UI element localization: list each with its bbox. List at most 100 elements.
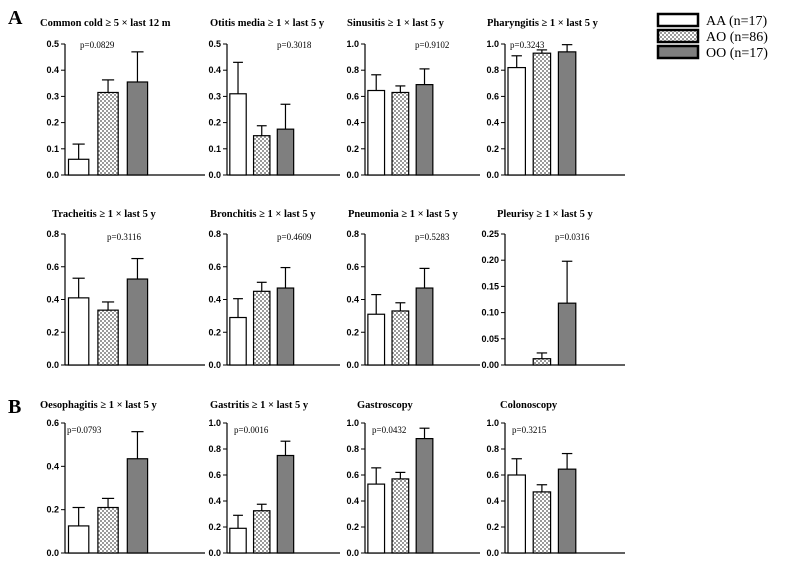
bar-ao <box>391 91 410 176</box>
chart-title: Bronchitis ≥ 1 × last 5 y <box>210 209 316 220</box>
y-tick-label: 0.20 <box>481 255 499 265</box>
legend-swatch-aa <box>656 12 700 28</box>
p-value-label: p=0.5283 <box>415 232 450 242</box>
bar-aa <box>507 474 526 554</box>
p-value-label: p=0.0793 <box>67 425 102 435</box>
y-tick-label: 1.0 <box>486 39 499 49</box>
p-value-label: p=0.3243 <box>510 40 545 50</box>
y-tick-label: 0.2 <box>346 144 359 154</box>
y-tick-label: 0.2 <box>46 327 59 337</box>
bar-ao <box>252 510 271 554</box>
chart-title: Colonoscopy <box>500 400 558 411</box>
y-tick-label: 0.4 <box>208 65 221 75</box>
y-tick-label: 0.0 <box>346 548 359 558</box>
y-tick-label: 0.8 <box>46 229 59 239</box>
y-tick-label: 0.1 <box>46 144 59 154</box>
y-tick-label: 0.00 <box>481 360 499 370</box>
y-tick-label: 0.4 <box>46 65 59 75</box>
y-tick-label: 0.2 <box>208 118 221 128</box>
legend: AA (n=17)AO (n=86)OO (n=17) <box>656 12 768 61</box>
y-tick-label: 1.0 <box>486 418 499 428</box>
bar-ao <box>97 91 119 176</box>
y-tick-label: 0.0 <box>486 548 499 558</box>
y-tick-label: 0.6 <box>346 262 359 272</box>
bar-oo <box>126 278 149 366</box>
p-value-label: p=0.0016 <box>234 425 269 435</box>
bar-oo <box>276 128 295 176</box>
y-tick-label: 0.0 <box>486 170 499 180</box>
bar-aa <box>367 483 386 554</box>
y-tick-label: 0.8 <box>346 229 359 239</box>
y-tick-label: 0.2 <box>486 522 499 532</box>
bar-oo <box>126 81 149 176</box>
y-tick-label: 0.2 <box>346 522 359 532</box>
y-tick-label: 0.8 <box>208 444 221 454</box>
y-tick-label: 0.3 <box>208 91 221 101</box>
bar-oo <box>126 458 149 554</box>
chart-panel: Gastritis ≥ 1 × last 5 y 0.0 0.2 0.4 0.6 0.8 1… <box>208 400 340 558</box>
y-tick-label: 0.25 <box>481 229 499 239</box>
y-tick-label: 0.4 <box>346 118 359 128</box>
y-tick-label: 1.0 <box>346 39 359 49</box>
p-value-label: p=0.3215 <box>512 425 547 435</box>
y-tick-label: 0.2 <box>486 144 499 154</box>
y-tick-label: 0.0 <box>46 360 59 370</box>
y-tick-label: 0.6 <box>208 470 221 480</box>
chart-panel: Gastroscopy 0.0 0.2 0.4 0.6 0.8 1.0 p=0.0432 <box>346 400 480 558</box>
p-value-label: p=0.3018 <box>277 40 312 50</box>
p-value-label: p=0.9102 <box>415 40 449 50</box>
bar-oo <box>415 287 434 366</box>
y-tick-label: 0.6 <box>486 91 499 101</box>
y-tick-label: 0.8 <box>486 65 499 75</box>
y-tick-label: 0.8 <box>208 229 221 239</box>
y-tick-label: 0.4 <box>346 496 359 506</box>
y-tick-label: 0.0 <box>346 170 359 180</box>
legend-label: AO (n=86) <box>706 30 768 45</box>
y-tick-label: 0.8 <box>486 444 499 454</box>
chart-panel: Pneumonia ≥ 1 × last 5 y 0.0 0.2 0.4 0.6 0.8 p… <box>346 209 480 370</box>
y-tick-label: 0.2 <box>46 505 59 515</box>
y-tick-label: 0.0 <box>46 170 59 180</box>
y-tick-label: 1.0 <box>208 418 221 428</box>
bar-ao <box>97 309 119 366</box>
bar-ao <box>532 52 552 176</box>
bar-aa <box>67 525 90 554</box>
y-tick-label: 0.6 <box>208 262 221 272</box>
y-tick-label: 0.2 <box>208 522 221 532</box>
y-tick-label: 0.0 <box>208 360 221 370</box>
chart-title: Gastritis ≥ 1 × last 5 y <box>210 400 309 411</box>
y-tick-label: 0.0 <box>46 548 59 558</box>
bar-oo <box>276 454 295 554</box>
y-tick-label: 0.6 <box>46 418 59 428</box>
y-tick-label: 0.3 <box>46 91 59 101</box>
chart-title: Tracheitis ≥ 1 × last 5 y <box>52 209 156 220</box>
chart-panel: Bronchitis ≥ 1 × last 5 y 0.0 0.2 0.4 0.6 0.8… <box>208 209 340 370</box>
chart-panel: Oesophagitis ≥ 1 × last 5 y 0.0 0.2 0.4 0.6 p… <box>40 400 205 558</box>
p-value-label: p=0.3116 <box>107 232 141 242</box>
y-tick-label: 1.0 <box>346 418 359 428</box>
bar-ao <box>391 478 410 554</box>
legend-label: OO (n=17) <box>706 46 768 61</box>
y-tick-label: 0.2 <box>46 118 59 128</box>
charts: Common cold ≥ 5 × last 12 m 0.0 0.1 0.2 0.3 0… <box>40 18 625 558</box>
y-tick-label: 0.2 <box>208 327 221 337</box>
y-tick-label: 0.2 <box>346 327 359 337</box>
y-tick-label: 0.6 <box>346 91 359 101</box>
y-tick-label: 0.0 <box>208 170 221 180</box>
chart-title: Oesophagitis ≥ 1 × last 5 y <box>40 400 158 411</box>
p-value-label: p=0.0432 <box>372 425 406 435</box>
chart-panel: Common cold ≥ 5 × last 12 m 0.0 0.1 0.2 0.3 0… <box>40 18 205 180</box>
bar-oo <box>557 51 577 176</box>
p-value-label: p=0.0829 <box>80 40 115 50</box>
chart-title: Pleurisy ≥ 1 × last 5 y <box>497 209 593 220</box>
bar-aa <box>367 89 386 176</box>
bar-aa <box>67 297 90 366</box>
y-tick-label: 0.15 <box>481 281 499 291</box>
y-tick-label: 0.4 <box>46 295 59 305</box>
bar-ao <box>391 310 410 366</box>
bar-oo <box>415 438 434 554</box>
chart-panel: Otitis media ≥ 1 × last 5 y 0.0 0.1 0.2 0.3 0… <box>208 18 340 180</box>
chart-panel: Pleurisy ≥ 1 × last 5 y 0.00 0.05 0.10 0.15 0… <box>481 209 625 370</box>
bar-ao <box>97 506 119 554</box>
chart-panel: Sinusitis ≥ 1 × last 5 y 0.0 0.2 0.4 0.6 0.8 1… <box>346 18 480 180</box>
